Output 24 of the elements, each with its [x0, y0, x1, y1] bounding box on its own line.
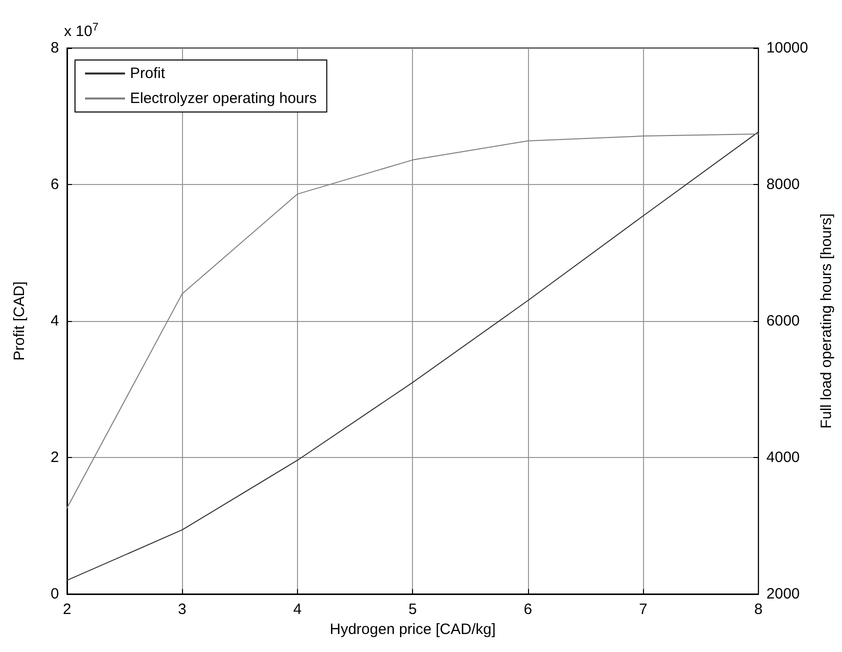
legend-label: Electrolyzer operating hours — [130, 90, 317, 107]
y2-tick-label: 6000 — [766, 312, 800, 330]
y-tick-label: 4 — [50, 312, 59, 330]
y2-tick-label: 8000 — [766, 176, 800, 193]
y2-tick-label: 2000 — [766, 586, 800, 602]
x-tick-label: 7 — [638, 601, 648, 618]
y-tick-label: 6 — [50, 176, 59, 193]
line-series — [66, 131, 759, 581]
y-axis-title: Profit [CAD] — [11, 281, 28, 361]
x-tick-label: 3 — [178, 601, 186, 618]
y-tick-label: 8 — [50, 40, 59, 56]
y2-tick-label: 10000 — [766, 40, 808, 56]
x-axis-title: Hydrogen price [CAD/kg] — [330, 621, 496, 638]
line-series — [66, 133, 759, 509]
y2-tick-label: 4000 — [766, 449, 800, 466]
y2-axis-title: Full load operating hours [hours] — [818, 213, 835, 429]
x-tick-label: 8 — [754, 601, 763, 618]
x-tick-label: 5 — [408, 601, 417, 618]
y-tick-label: 2 — [50, 449, 59, 466]
legend-label: Profit — [130, 65, 166, 82]
x-tick-label: 6 — [524, 601, 532, 618]
x-tick-label: 2 — [62, 601, 72, 618]
y-tick-label: 0 — [50, 586, 59, 602]
x-tick-label: 4 — [293, 601, 302, 618]
